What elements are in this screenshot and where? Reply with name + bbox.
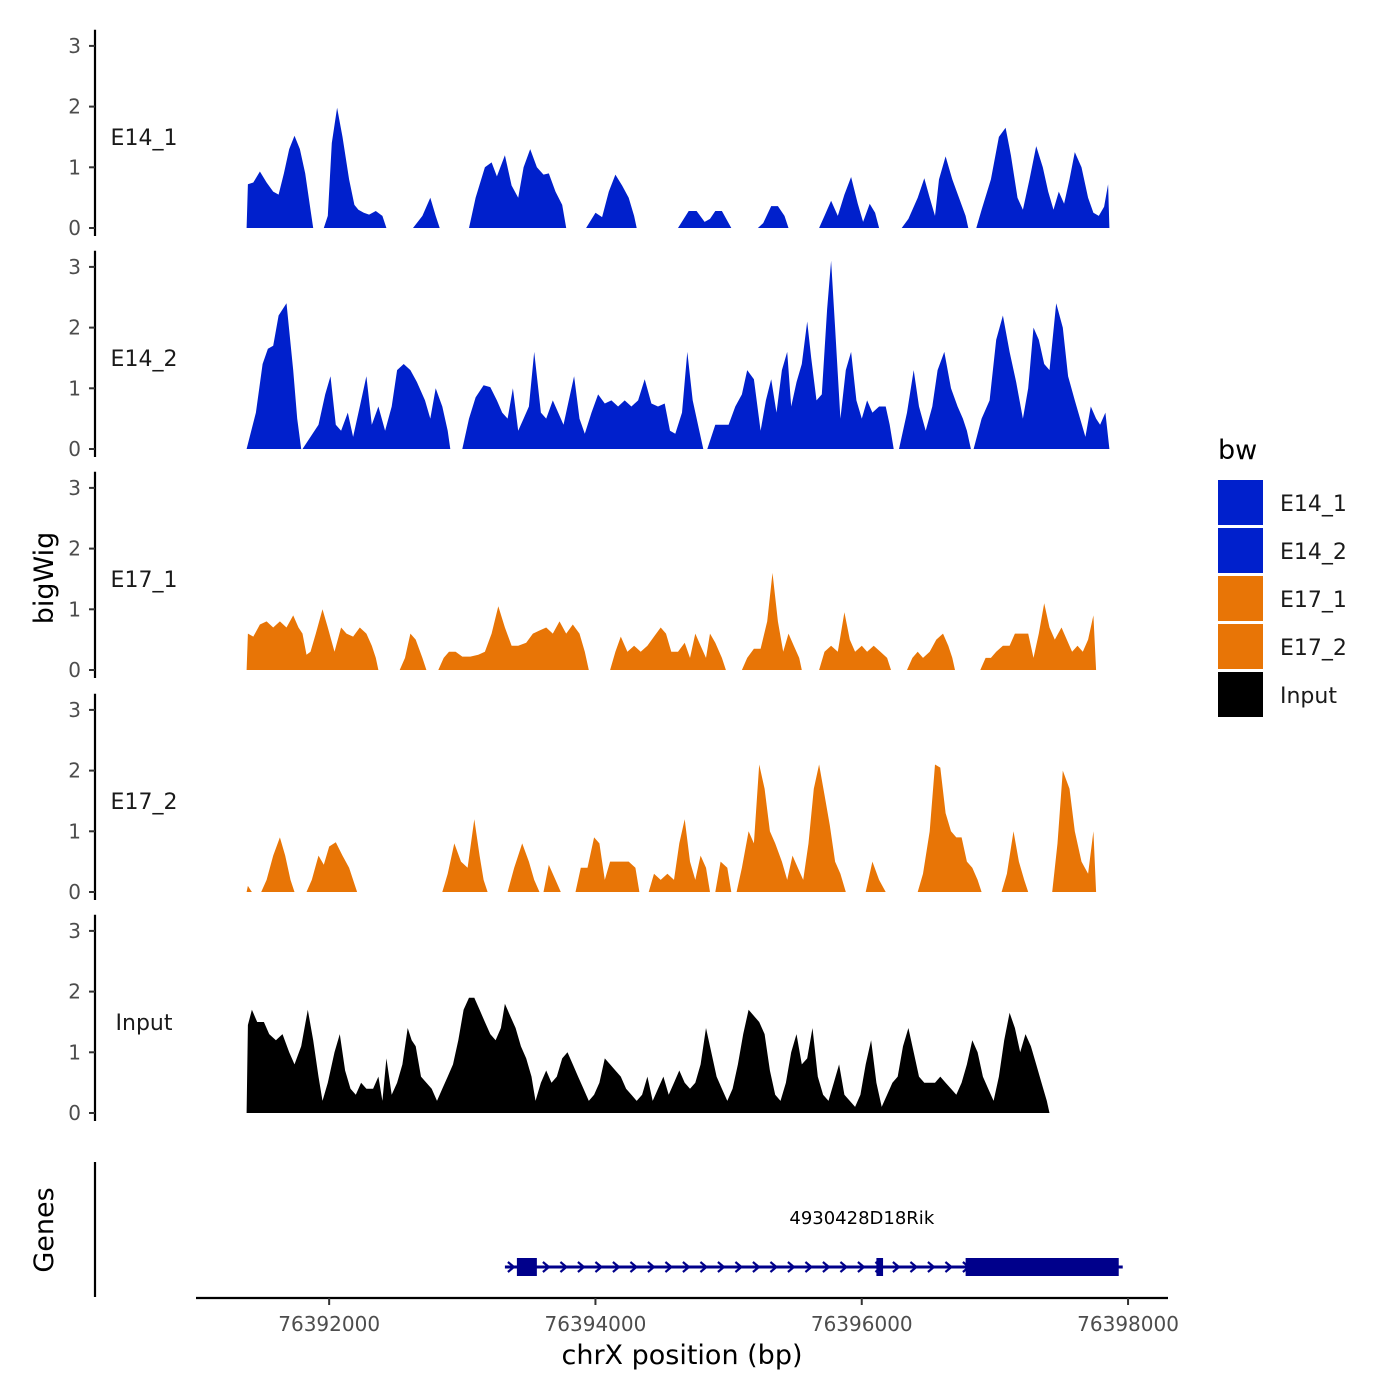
legend-title: bw	[1218, 435, 1257, 466]
strand-arrow	[769, 1261, 779, 1273]
strand-arrow	[822, 1261, 831, 1273]
coverage-area-E17_2	[246, 764, 1097, 892]
strand-arrow	[647, 1261, 656, 1273]
y-tick-label: 3	[68, 919, 81, 943]
legend-label: E17_2	[1280, 636, 1347, 661]
y-tick-label: 3	[68, 698, 81, 722]
gene-exon	[516, 1258, 537, 1276]
gene-exon	[876, 1258, 884, 1276]
y-tick-label: 0	[68, 880, 81, 904]
y-tick-label: 2	[68, 537, 81, 561]
strand-arrow	[787, 1261, 796, 1273]
y-axis-title: bigWig	[29, 532, 60, 625]
strand-arrow	[682, 1261, 691, 1273]
legend-swatch	[1218, 528, 1263, 573]
x-axis: 76392000 76394000 76396000 76398000	[196, 1296, 1179, 1336]
track-E17_2: 0 1 2 3 E17_2	[68, 693, 1097, 904]
y-tick-label: 3	[68, 34, 81, 58]
strand-arrow	[507, 1261, 516, 1273]
legend-label: E14_1	[1280, 492, 1347, 517]
coverage-area-Input	[246, 997, 1050, 1113]
legend-swatch	[1218, 480, 1263, 525]
y-tick-label: 3	[68, 476, 81, 500]
coverage-tracks: 0 1 2 3 E14_1 0 1 2 3 E14_2 0 1 2 3 E17_1 0 1 2 3 E17_2 0 1 2 3…	[68, 29, 1110, 1125]
gene-track: 4930428D18Rik	[93, 1162, 1123, 1297]
legend-label: E14_2	[1280, 540, 1347, 565]
legend-swatch	[1218, 624, 1263, 669]
legend-item-E14_2: E14_2	[1218, 528, 1347, 573]
legend-label: Input	[1280, 684, 1337, 709]
x-axis-title: chrX position (bp)	[561, 1340, 802, 1371]
x-tick-label: 76396000	[811, 1312, 913, 1336]
y-tick-label: 0	[68, 1101, 81, 1125]
genes-axis-title: Genes	[29, 1187, 60, 1272]
strand-arrow	[717, 1261, 726, 1273]
track-label-Input: Input	[116, 1011, 173, 1036]
strand-arrow	[594, 1261, 604, 1273]
coverage-area-E14_2	[246, 260, 1110, 449]
strand-arrow	[909, 1261, 919, 1273]
strand-arrow	[857, 1261, 866, 1273]
track-E14_2: 0 1 2 3 E14_2	[68, 250, 1110, 461]
y-tick-label: 1	[68, 1040, 81, 1064]
x-tick-label: 76392000	[278, 1312, 380, 1336]
track-label-E14_1: E14_1	[111, 126, 178, 151]
y-tick-label: 3	[68, 255, 81, 279]
strand-arrow	[804, 1261, 814, 1273]
track-label-E17_1: E17_1	[111, 568, 178, 593]
strand-arrow	[629, 1261, 639, 1273]
strand-arrow	[542, 1261, 551, 1273]
strand-arrow	[664, 1261, 674, 1273]
strand-arrow	[577, 1261, 586, 1273]
y-tick-label: 2	[68, 980, 81, 1004]
coverage-area-E14_1	[246, 107, 1110, 228]
track-E17_1: 0 1 2 3 E17_1	[68, 471, 1097, 682]
y-tick-label: 2	[68, 95, 81, 119]
legend-swatch	[1218, 672, 1263, 717]
y-tick-label: 2	[68, 316, 81, 340]
y-tick-label: 1	[68, 155, 81, 179]
coverage-area-E17_1	[246, 572, 1097, 670]
strand-arrow	[612, 1261, 621, 1273]
y-tick-label: 0	[68, 216, 81, 240]
y-tick-label: 0	[68, 437, 81, 461]
strand-arrow	[839, 1261, 849, 1273]
track-Input: 0 1 2 3 Input	[68, 914, 1050, 1125]
legend-item-E17_1: E17_1	[1218, 576, 1347, 621]
strand-arrow	[927, 1261, 936, 1273]
strand-arrow	[892, 1261, 901, 1273]
y-tick-label: 0	[68, 658, 81, 682]
x-tick-label: 76398000	[1077, 1312, 1179, 1336]
legend-label: E17_1	[1280, 588, 1347, 613]
y-tick-label: 1	[68, 819, 81, 843]
strand-arrow	[752, 1261, 761, 1273]
gene-name-label: 4930428D18Rik	[789, 1208, 934, 1229]
legend-item-E14_1: E14_1	[1218, 480, 1347, 525]
x-tick-label: 76394000	[545, 1312, 647, 1336]
legend-swatch	[1218, 576, 1263, 621]
legend-item-Input: Input	[1218, 672, 1337, 717]
strand-arrow	[559, 1261, 569, 1273]
strand-arrow	[699, 1261, 709, 1273]
y-tick-label: 2	[68, 759, 81, 783]
gene-exon	[965, 1258, 1119, 1276]
track-label-E17_2: E17_2	[111, 790, 178, 815]
legend-item-E17_2: E17_2	[1218, 624, 1347, 669]
legend: bw E14_1 E14_2 E17_1 E17_2 Input	[1218, 435, 1347, 717]
strand-arrow	[734, 1261, 744, 1273]
strand-arrow	[944, 1261, 954, 1273]
y-tick-label: 1	[68, 597, 81, 621]
track-label-E14_2: E14_2	[111, 347, 178, 372]
y-tick-label: 1	[68, 376, 81, 400]
track-E14_1: 0 1 2 3 E14_1	[68, 29, 1110, 240]
